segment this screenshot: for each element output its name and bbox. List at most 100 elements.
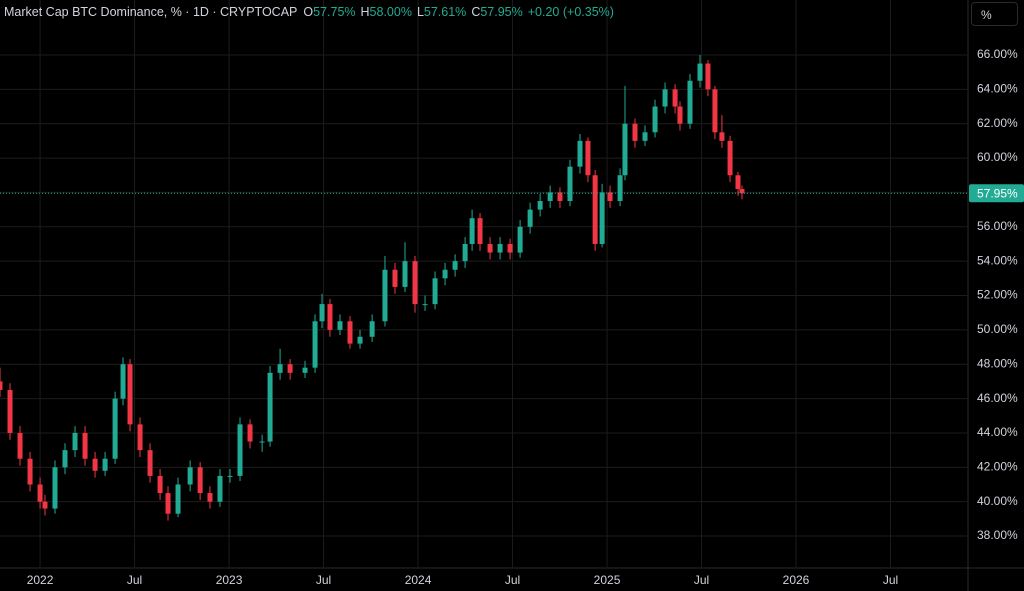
candle-body: [672, 89, 678, 107]
candle-body: [72, 432, 78, 451]
candle-body: [687, 80, 693, 124]
candle-body: [622, 123, 628, 176]
candle-body: [157, 475, 163, 494]
candle-body: [42, 501, 48, 509]
candle-body: [112, 398, 118, 459]
candle-body: [527, 209, 533, 227]
candle-body: [217, 475, 223, 502]
candle-body: [697, 63, 703, 81]
candle-body: [27, 458, 33, 485]
candle-body: [52, 467, 58, 509]
candle-body: [487, 243, 493, 253]
candle-body: [477, 218, 483, 244]
change: +0.20 (+0.35%): [527, 5, 614, 19]
candle-body: [677, 106, 683, 124]
ohlc-label: H: [360, 5, 370, 19]
candle-body: [147, 450, 153, 476]
y-tick-label: 48.00%: [977, 356, 1018, 370]
candle-body: [537, 201, 543, 210]
candle-body: [452, 261, 458, 270]
candle-body: [312, 321, 318, 368]
candle-body: [592, 175, 598, 244]
candle-body: [302, 367, 308, 373]
candle-body: [92, 458, 98, 471]
grid: [0, 0, 968, 568]
x-tick-label: 2025: [594, 573, 621, 587]
candle-body: [642, 132, 648, 141]
candle-body: [337, 321, 343, 330]
candle-body: [727, 140, 733, 176]
candle-body: [175, 484, 181, 514]
candle-body: [207, 493, 213, 502]
candle-body: [719, 132, 725, 141]
candle-body: [0, 381, 3, 391]
candle-body: [402, 261, 408, 287]
ohlc-value: 57.61%: [423, 5, 467, 19]
candle-body: [607, 192, 613, 202]
y-tick-label: 38.00%: [977, 528, 1018, 542]
candle-body: [197, 467, 203, 494]
candle-body: [497, 243, 503, 253]
candle-body: [705, 63, 711, 90]
symbol-title: Market Cap BTC Dominance, % · 1D · CRYPT…: [4, 5, 298, 19]
ohlc-value: 57.75%: [313, 5, 356, 19]
ohlc-value: 58.00%: [369, 5, 412, 19]
candle-body: [187, 467, 193, 485]
y-tick-label: 64.00%: [977, 82, 1018, 96]
candle-body: [127, 364, 133, 425]
candle-body: [662, 89, 668, 107]
x-tick-label: 2026: [783, 573, 810, 587]
ohlc-label: O: [303, 5, 314, 19]
y-tick-label: 42.00%: [977, 459, 1018, 473]
candle-body: [369, 321, 375, 337]
candle-body: [617, 175, 623, 202]
candle-body: [557, 192, 563, 202]
ohlc-value: 57.95%: [480, 5, 523, 19]
candle-body: [227, 475, 233, 477]
y-tick-label: 54.00%: [977, 253, 1018, 267]
candle-body: [599, 192, 605, 244]
candle-body: [277, 364, 283, 373]
candle-body: [37, 484, 43, 502]
candle-body: [652, 106, 658, 133]
candle-body: [237, 424, 243, 476]
candle-body: [165, 493, 171, 514]
candle-body: [259, 441, 265, 443]
y-tick-label: 46.00%: [977, 391, 1018, 405]
candle-body: [267, 372, 273, 442]
candle-body: [382, 269, 388, 322]
candle-body: [287, 364, 293, 373]
candle-body: [739, 188, 745, 194]
x-tick-label: 2024: [405, 573, 432, 587]
y-tick-label: 62.00%: [977, 116, 1018, 130]
candle-body: [62, 450, 68, 468]
x-tick-label: Jul: [694, 573, 709, 587]
candle-body: [7, 390, 13, 433]
candle-body: [120, 364, 126, 399]
x-tick-label: Jul: [316, 573, 331, 587]
y-tick-label: 52.00%: [977, 288, 1018, 302]
y-tick-label: 66.00%: [977, 47, 1018, 61]
candles: [0, 54, 745, 521]
y-tick-label: 56.00%: [977, 219, 1018, 233]
candle-body: [347, 321, 353, 344]
candle-body: [137, 424, 143, 451]
candle-body: [577, 140, 583, 167]
x-tick-label: 2022: [27, 573, 54, 587]
x-tick-label: Jul: [883, 573, 898, 587]
candle-body: [102, 458, 108, 471]
x-tick-label: Jul: [505, 573, 520, 587]
y-tick-label: 44.00%: [977, 425, 1018, 439]
candle-body: [712, 89, 718, 133]
scale-button[interactable]: %: [971, 2, 1018, 26]
candle-body: [319, 304, 325, 322]
candle-body: [432, 278, 438, 305]
candle-body: [327, 304, 333, 330]
ohlc-label: L: [416, 5, 424, 19]
candle-body: [442, 269, 448, 279]
candle-body: [357, 336, 363, 344]
ohlc-label: C: [471, 5, 481, 19]
candle-body: [17, 432, 23, 459]
